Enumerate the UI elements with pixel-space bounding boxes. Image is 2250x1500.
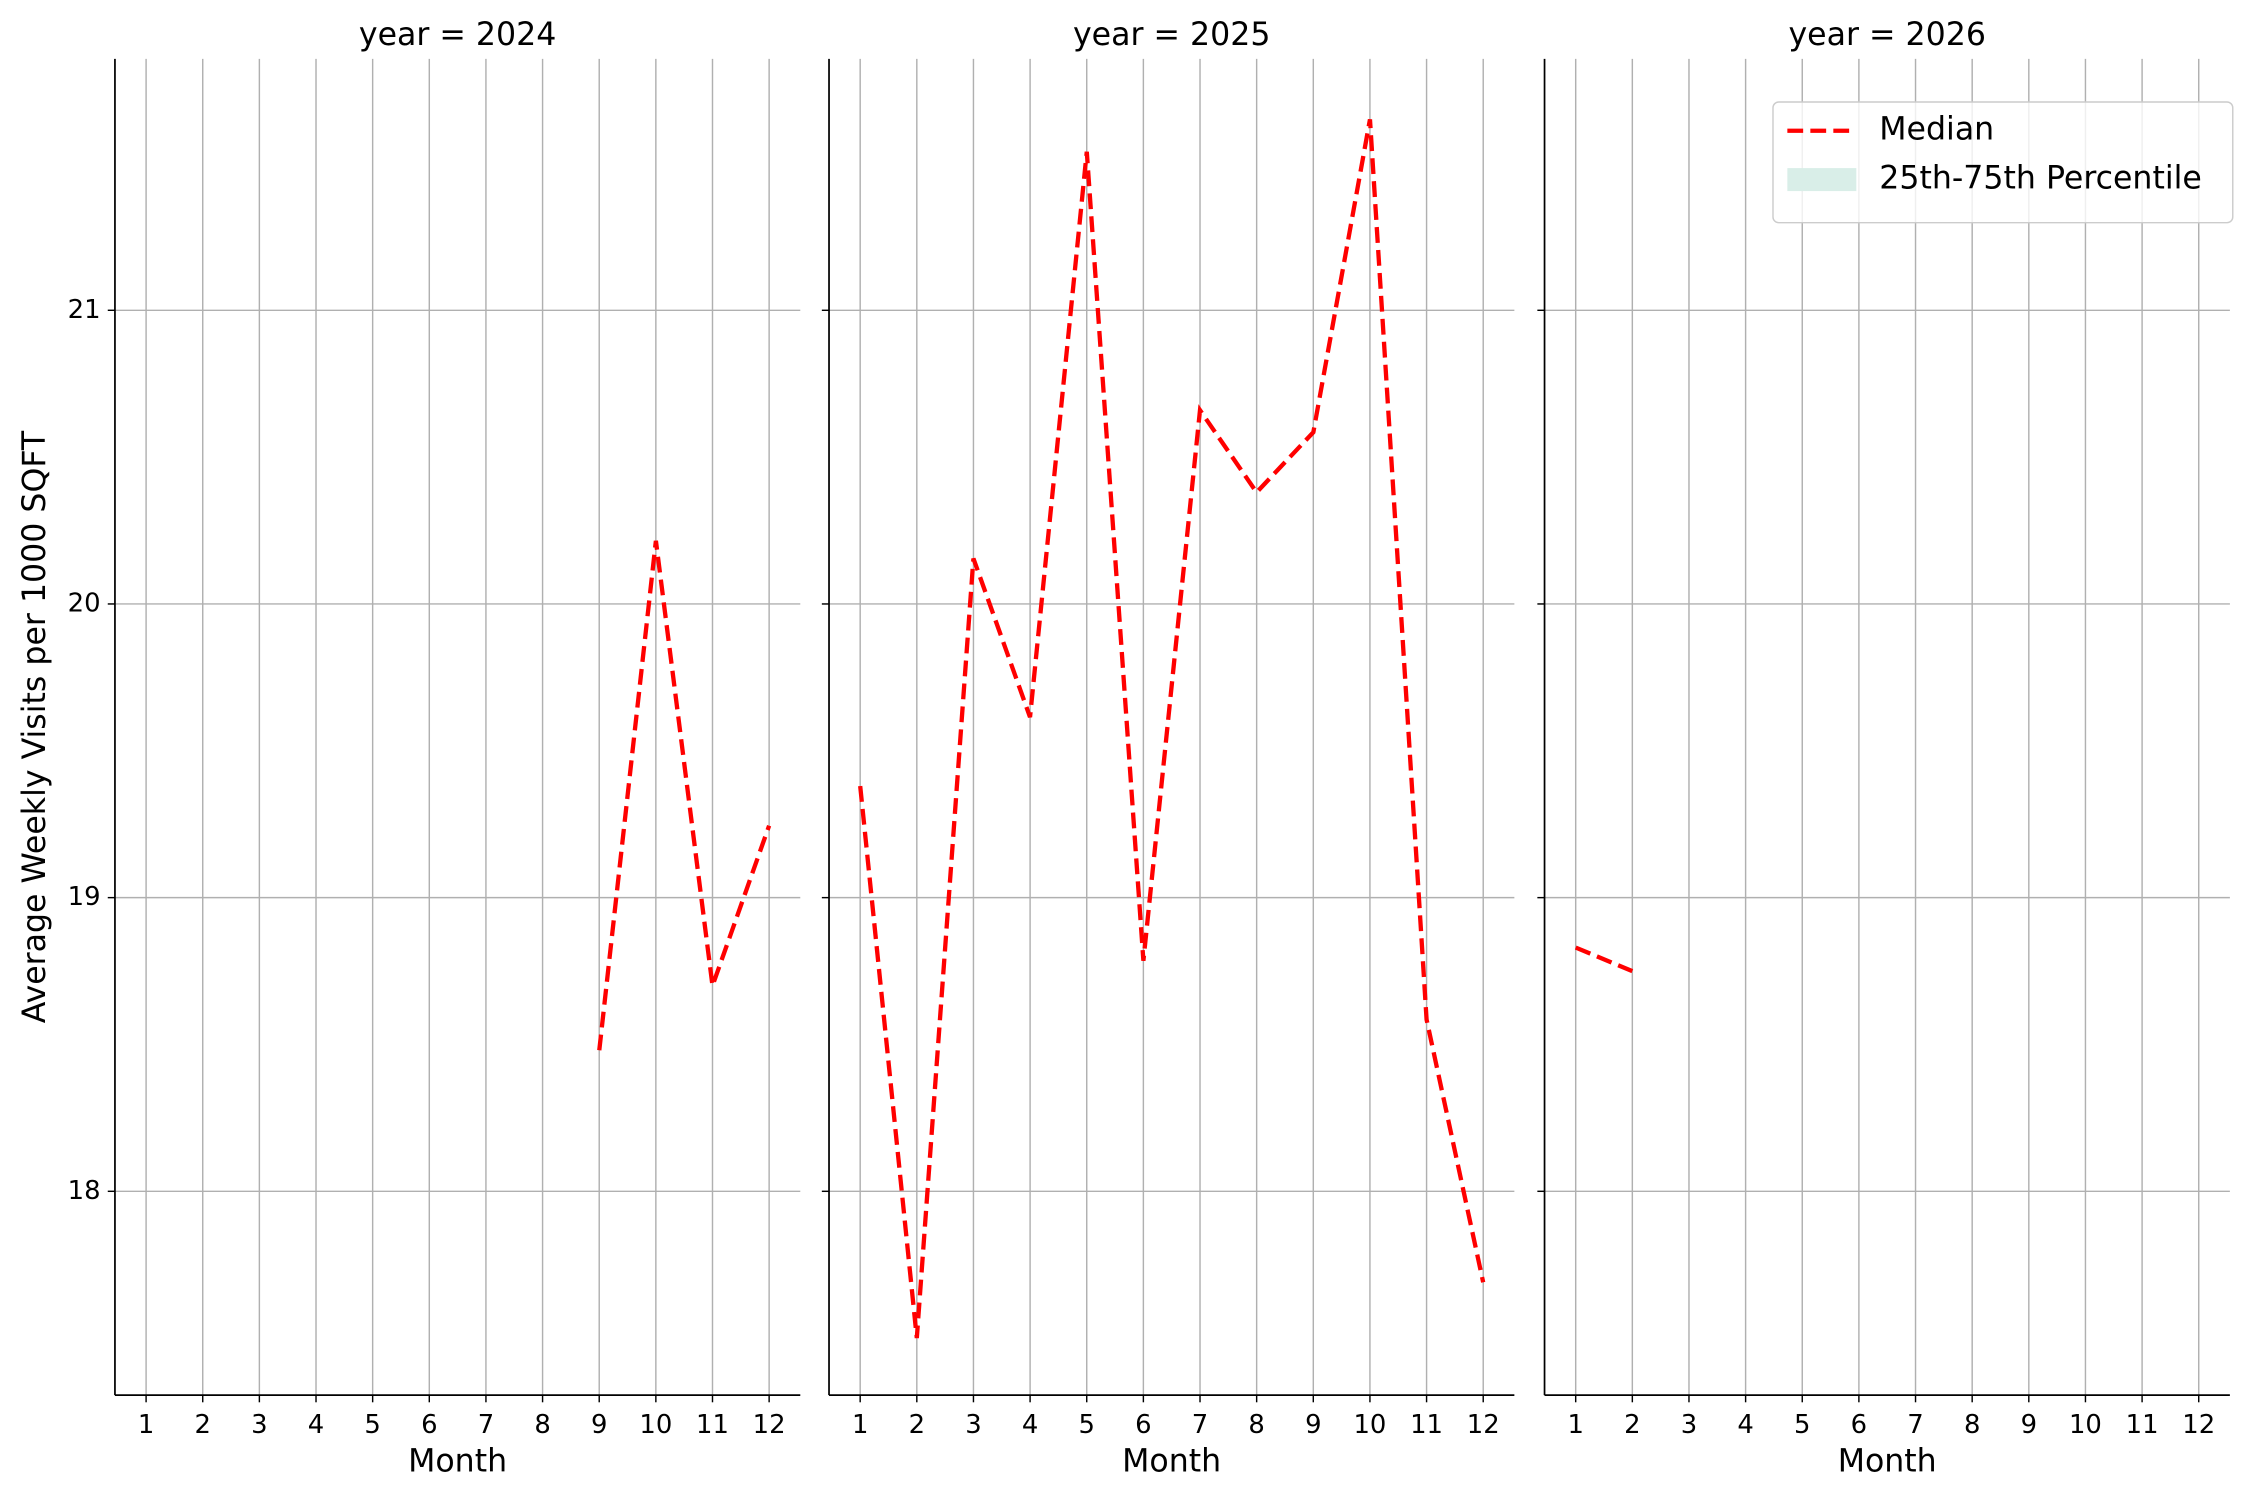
x-tick-label: 7 xyxy=(1192,1410,1208,1440)
x-tick-label: 1 xyxy=(1567,1410,1583,1440)
panel-title: year = 2026 xyxy=(1788,17,1985,53)
x-tick-label: 11 xyxy=(696,1410,729,1440)
x-tick-label: 1 xyxy=(138,1410,154,1440)
x-tick-label: 3 xyxy=(251,1410,267,1440)
legend-box xyxy=(1772,101,2234,224)
x-tick-label: 10 xyxy=(639,1410,672,1440)
x-tick-label: 11 xyxy=(1410,1410,1443,1440)
legend-label: Median xyxy=(1879,112,1994,148)
legend-patch xyxy=(1787,168,1857,192)
panel-title: year = 2025 xyxy=(1073,17,1270,53)
x-tick-label: 5 xyxy=(364,1410,380,1440)
x-tick-label: 2 xyxy=(195,1410,211,1440)
x-tick-label: 4 xyxy=(308,1410,324,1440)
y-tick-label: 21 xyxy=(68,295,101,325)
x-tick-label: 12 xyxy=(753,1410,786,1440)
x-tick-label: 10 xyxy=(2069,1410,2102,1440)
x-tick-label: 3 xyxy=(965,1410,981,1440)
x-tick-label: 2 xyxy=(909,1410,925,1440)
x-axis-label: Month xyxy=(408,1444,507,1480)
x-tick-label: 10 xyxy=(1353,1410,1386,1440)
x-tick-label: 8 xyxy=(534,1410,550,1440)
x-tick-label: 5 xyxy=(1794,1410,1810,1440)
x-tick-label: 6 xyxy=(1851,1410,1867,1440)
median-line xyxy=(858,119,1486,1339)
y-axis-label: Average Weekly Visits per 1000 SQFT xyxy=(17,430,53,1023)
x-tick-label: 9 xyxy=(1305,1410,1321,1440)
x-tick-label: 12 xyxy=(2182,1410,2215,1440)
y-tick-label: 18 xyxy=(68,1176,101,1206)
x-tick-label: 8 xyxy=(1964,1410,1980,1440)
x-tick-label: 4 xyxy=(1737,1410,1753,1440)
x-tick-label: 7 xyxy=(1907,1410,1923,1440)
x-tick-label: 6 xyxy=(1135,1410,1151,1440)
legend-label: 25th-75th Percentile xyxy=(1879,161,2202,197)
x-tick-label: 7 xyxy=(478,1410,494,1440)
x-tick-label: 9 xyxy=(2021,1410,2037,1440)
x-tick-label: 3 xyxy=(1681,1410,1697,1440)
x-tick-label: 4 xyxy=(1022,1410,1038,1440)
x-tick-label: 6 xyxy=(421,1410,437,1440)
x-axis-label: Month xyxy=(1122,1444,1221,1480)
median-line xyxy=(1574,945,1634,974)
x-tick-label: 12 xyxy=(1467,1410,1500,1440)
x-tick-label: 2 xyxy=(1624,1410,1640,1440)
x-tick-label: 1 xyxy=(852,1410,868,1440)
x-tick-label: 5 xyxy=(1079,1410,1095,1440)
x-tick-label: 11 xyxy=(2126,1410,2159,1440)
x-tick-label: 9 xyxy=(591,1410,607,1440)
median-line xyxy=(597,540,772,1051)
x-axis-label: Month xyxy=(1838,1444,1937,1480)
x-tick-label: 8 xyxy=(1248,1410,1264,1440)
y-tick-label: 20 xyxy=(68,588,101,618)
y-tick-label: 19 xyxy=(68,882,101,912)
panel-title: year = 2024 xyxy=(359,17,556,53)
